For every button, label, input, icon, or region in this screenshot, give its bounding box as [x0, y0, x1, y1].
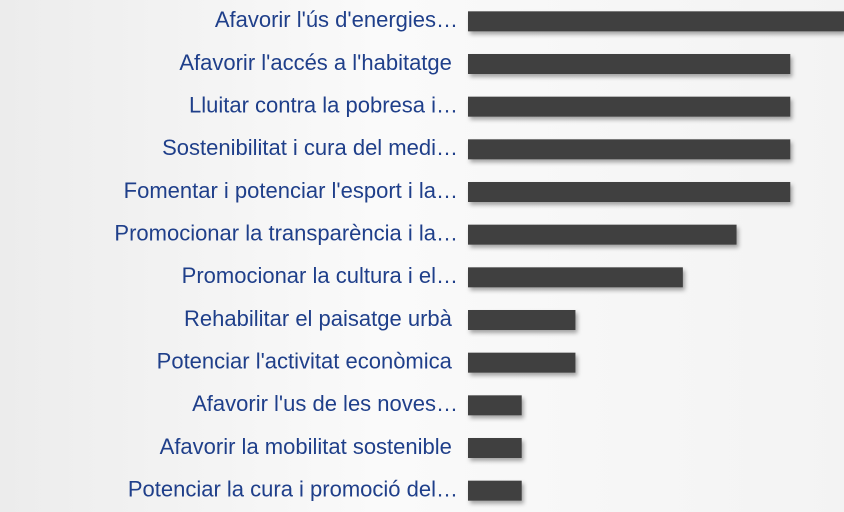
- bar: [468, 267, 683, 288]
- bar: [468, 224, 737, 245]
- y-tick-label: Sostenibilitat i cura del medi…: [162, 135, 458, 160]
- bar: [468, 310, 576, 330]
- bar: [468, 54, 791, 74]
- bar: [468, 395, 522, 416]
- y-tick-label: Potenciar l'activitat econòmica: [157, 348, 458, 373]
- bar: [468, 96, 791, 117]
- y-tick-label: Afavorir l'ús d'energies…: [215, 7, 458, 32]
- bar: [468, 139, 791, 160]
- y-tick-label: Promocionar la cultura i el…: [182, 263, 458, 288]
- y-tick-label: Fomentar i potenciar l'esport i la…: [124, 178, 458, 203]
- bar: [468, 11, 844, 32]
- bar: [468, 438, 522, 458]
- bar: [468, 480, 522, 501]
- bar: [468, 182, 791, 202]
- y-tick-label: Afavorir l'us de les noves…: [192, 391, 458, 416]
- y-tick-label: Rehabilitar el paisatge urbà: [184, 306, 458, 331]
- y-tick-label: Potenciar la cura i promoció del…: [128, 476, 458, 501]
- y-tick-label: Lluitar contra la pobresa i…: [189, 92, 458, 117]
- y-tick-label: Promocionar la transparència i la…: [114, 220, 458, 245]
- y-tick-label: Afavorir l'accés a l'habitatge: [179, 50, 458, 75]
- y-tick-label: Afavorir la mobilitat sostenible: [160, 434, 458, 459]
- bar: [468, 352, 576, 373]
